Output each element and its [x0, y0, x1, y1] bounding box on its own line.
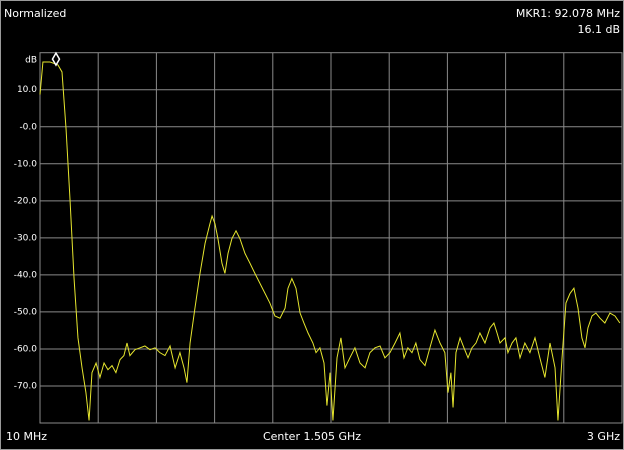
x-center-label: Center 1.505 GHz	[263, 430, 361, 443]
y-tick-label: -0.0	[19, 122, 37, 132]
y-tick-label: -10.0	[14, 159, 38, 169]
marker-level: 16.1 dB	[577, 23, 620, 36]
x-stop-label: 3 GHz	[587, 430, 620, 443]
trace	[39, 61, 621, 421]
y-unit: dB	[25, 56, 37, 66]
y-tick-label: 10.0	[17, 85, 37, 95]
marker-frequency: MKR1: 92.078 MHz	[516, 7, 620, 20]
chart-title: Normalized	[4, 7, 66, 20]
y-tick-label: -70.0	[14, 381, 38, 391]
y-tick-label: -60.0	[14, 344, 38, 354]
x-start-label: 10 MHz	[6, 430, 47, 443]
y-tick-label: -30.0	[14, 233, 38, 243]
y-tick-label: -50.0	[14, 307, 38, 317]
y-tick-label: -40.0	[14, 270, 38, 280]
y-tick-label: -20.0	[14, 196, 38, 206]
marker	[51, 51, 61, 67]
